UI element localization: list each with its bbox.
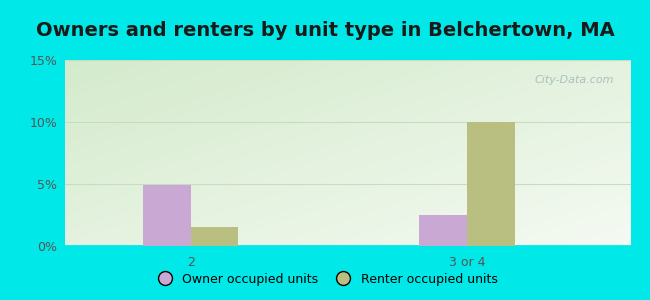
Text: Owners and renters by unit type in Belchertown, MA: Owners and renters by unit type in Belch… <box>36 21 614 40</box>
Bar <box>143 185 190 246</box>
Bar <box>190 227 239 246</box>
Bar <box>419 215 467 246</box>
Bar <box>467 122 515 246</box>
Legend: Owner occupied units, Renter occupied units: Owner occupied units, Renter occupied un… <box>148 268 502 291</box>
Text: City-Data.com: City-Data.com <box>534 75 614 85</box>
